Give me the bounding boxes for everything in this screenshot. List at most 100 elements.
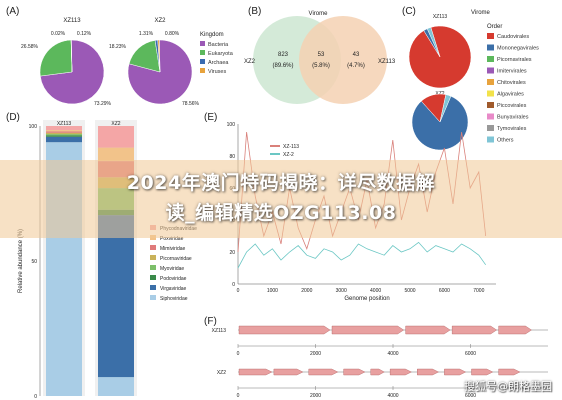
x-tick-6000: 6000 (439, 288, 450, 294)
source-watermark: 搜狐号@朗格墨园 (464, 380, 552, 393)
panel-f-genome-map: XZ113 0 2000 4000 6000 XZ2 0 2000 4000 6000 (212, 325, 548, 399)
legend-order-swatch-imitervirales (487, 67, 494, 74)
y-tick-100: 100 (29, 124, 38, 130)
gene-arrow-xz113-1 (331, 325, 404, 335)
pie-xz113-slice-eukaryota (39, 39, 73, 77)
legend-family-swatch-podoviridae (150, 275, 156, 280)
legend-family-item-poxviridae: Poxviridae (160, 236, 184, 242)
legend-line-item-xz-2: XZ-2 (283, 152, 294, 158)
legend-kingdom-title: Kingdom (200, 32, 224, 38)
bar-xz2-siphoviridae (98, 377, 134, 396)
track-label-xz113: XZ113 (212, 328, 227, 334)
y-tick-50: 50 (31, 259, 37, 265)
legend-family-item-siphoviridae: Siphoviridae (160, 296, 188, 302)
legend-order-swatch-caudovirales (487, 33, 494, 39)
legend-order-swatch-mononegavirales (487, 44, 494, 51)
gene-arrow-xz113-4 (498, 325, 532, 335)
venn-set-label-xz113: XZ113 (378, 59, 396, 65)
venn-region-pct-xz113-only: (4.7%) (347, 63, 365, 69)
x-tick-7000: 7000 (473, 288, 484, 294)
legend-order-item-piccovirales: Piccovirales (497, 103, 527, 109)
venn-title: Virome (309, 11, 329, 17)
panel-label-d: (D) (6, 112, 20, 123)
legend-order-item-mononegavirales: Mononegavirales (497, 46, 539, 52)
pie-xz113-label-viruses: 0.12% (77, 31, 92, 37)
legend-kingdom-item-eukaryota: Eukaryota (208, 51, 234, 57)
legend-family-item-myoviridae: Myoviridae (160, 266, 184, 272)
bar-xz113-picornaviridae (46, 132, 82, 135)
y-tick-100: 100 (227, 122, 236, 128)
legend-family-item-virgaviridae: Virgaviridae (160, 286, 187, 292)
legend-order-item-algavirales: Algavirales (497, 92, 524, 98)
panel-c-pie-xz2-slice-others (439, 94, 452, 123)
legend-order-swatch-algavirales (487, 90, 494, 97)
panel-c-pie-xz113-slice-caudovirales (408, 25, 472, 89)
scale-tick-label-xz2-0: 0 (237, 393, 240, 399)
scale-tick-label-xz2-2000: 2000 (310, 393, 321, 399)
x-tick-3000: 3000 (336, 288, 347, 294)
legend-family-item-picornaviridae: Picornaviridae (160, 256, 192, 262)
gene-arrow-xz2-0 (238, 368, 273, 376)
bar-xz113-virgaviridae (46, 136, 82, 143)
gene-arrow-xz2-3 (343, 368, 366, 376)
panel-c-pie-xz113-slice-others (426, 27, 441, 58)
pie-xz113-title: XZ113 (63, 18, 81, 24)
pie-xz2-label-eukaryota: 18.23% (109, 44, 127, 50)
legend-order-item-chitovirales: Chitovirales (497, 80, 526, 86)
pie-xz2-label-archaea: 1.31% (139, 31, 154, 37)
panel-label-a: (A) (6, 6, 20, 17)
venn-region-pct-xz2-only: (89.6%) (272, 63, 293, 69)
scale-tick-label-xz2-6000: 6000 (465, 393, 476, 399)
scale-tick-label-xz113-6000: 6000 (465, 351, 476, 357)
legend-kingdom-item-archaea: Archaea (208, 60, 229, 66)
bar-xz113-myoviridae (46, 134, 82, 136)
gene-arrow-xz2-1 (273, 368, 304, 376)
legend-family-item-podoviridae: Podoviridae (160, 276, 187, 282)
legend-order-item-tymovirales: Tymovirales (497, 126, 527, 132)
x-tick-1000: 1000 (267, 288, 278, 294)
panel-e-line-chart: 0204060801000100020003000400050006000700… (227, 122, 496, 302)
panel-label-f: (F) (204, 316, 217, 327)
x-axis-label: Genome position (344, 296, 389, 302)
y-tick-0: 0 (232, 282, 235, 288)
legend-order-swatch-bunyavirales (487, 113, 494, 120)
legend-family-swatch-myoviridae (150, 265, 156, 270)
scale-tick-label-xz113-0: 0 (237, 351, 240, 357)
pie-xz2-label-viruses: 0.80% (165, 31, 180, 37)
pie-xz2-slice-viruses (157, 39, 161, 73)
pie-xz113-slice-viruses (70, 39, 73, 73)
legend-kingdom-item-bacteria: Bacteria (208, 42, 229, 48)
pie-xz2-label-bacteria: 78.56% (182, 101, 200, 107)
gene-arrow-xz2-5 (389, 368, 412, 376)
track-label-xz2: XZ2 (217, 370, 226, 376)
gene-arrow-xz2-7 (444, 368, 467, 376)
legend-order-swatch-tymovirales (487, 125, 494, 131)
scale-tick-label-xz113-2000: 2000 (310, 351, 321, 357)
legend-order-item-imitervirales: Imitervirales (497, 69, 527, 75)
pie-xz2-title: XZ2 (154, 18, 166, 24)
legend-kingdom-item-viruses: Viruses (208, 69, 226, 75)
gene-arrow-xz2-4 (370, 368, 385, 376)
venn-set-label-xz2: XZ2 (244, 59, 256, 65)
legend-order-item-caudovirales: Caudovirales (497, 34, 529, 40)
bar-xz113-poxviridae (46, 130, 82, 132)
legend-family-item-mimiviridae: Mimiviridae (160, 246, 186, 252)
panel-c-pie-xz113-title: XZ113 (433, 14, 448, 20)
gene-arrow-xz2-8 (471, 368, 494, 376)
venn-region-count-shared: 53 (318, 52, 325, 58)
pie-xz113-label-archaea: 0.02% (51, 31, 66, 37)
legend-order-swatch-picornavirales (487, 56, 494, 62)
bar-xz2-phycodnaviridae (98, 126, 134, 148)
legend-order-swatch-chitovirales (487, 79, 494, 85)
gene-arrow-xz113-0 (238, 325, 331, 335)
legend-order-swatch-others (487, 136, 494, 143)
venn-region-count-xz2-only: 823 (278, 52, 289, 58)
y-tick-20: 20 (229, 250, 235, 256)
venn-region-pct-shared: (5.8%) (312, 63, 330, 69)
legend-kingdom-swatch-viruses (200, 68, 205, 73)
panel-c-pies: ViromeXZ113XZ2OrderCaudoviralesMononegav… (408, 10, 539, 151)
gene-arrow-xz2-9 (498, 368, 521, 376)
panel-c-title: Virome (471, 10, 491, 16)
gene-arrow-xz2-6 (417, 368, 439, 376)
legend-order-title: Order (487, 24, 502, 30)
